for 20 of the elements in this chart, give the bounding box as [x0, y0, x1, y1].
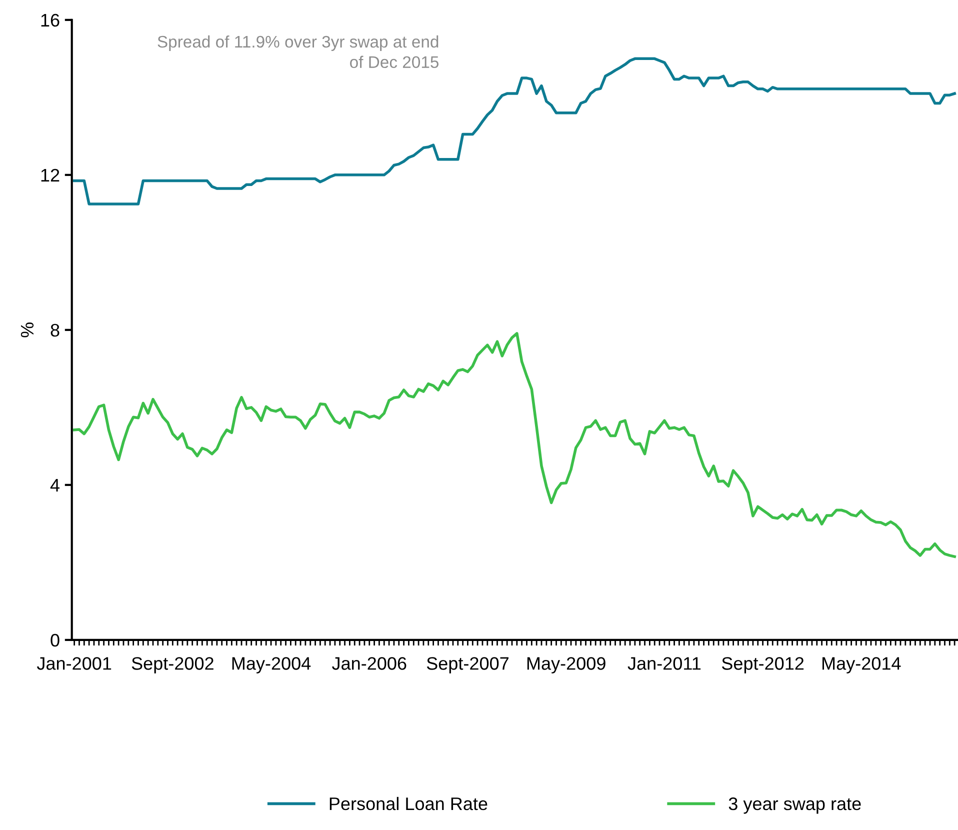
x-tick-label: Sept-2007: [426, 657, 508, 674]
y-tick-label: 0: [50, 634, 60, 647]
x-tick-label: Jan-2006: [332, 657, 406, 670]
line-series: [72, 57, 956, 206]
x-tick-label: May-2004: [232, 657, 311, 674]
x-tick-label: Jan-2011: [628, 657, 701, 670]
y-tick-label: 4: [50, 479, 60, 492]
y-tick-label: 8: [50, 324, 60, 337]
annotation: Spread of 11.9% over 3yr swap at end of Dec 2015: [158, 35, 439, 68]
x-tick-label: Sept-2002: [132, 657, 214, 674]
y-tick-label: 12: [41, 168, 60, 182]
line-series: [72, 332, 956, 558]
x-tick-label: Jan-2001: [36, 657, 112, 670]
legend-label: 3 year swap rate: [728, 797, 861, 814]
y-axis-title: %: [20, 322, 34, 338]
legend-label: Personal Loan Rate: [330, 796, 488, 810]
x-tick-label: May-2009: [527, 657, 606, 674]
y-tick-label: 16: [41, 14, 60, 27]
x-tick-label: Sept-2012: [722, 657, 804, 674]
x-tick-label: May-2014: [822, 657, 901, 674]
